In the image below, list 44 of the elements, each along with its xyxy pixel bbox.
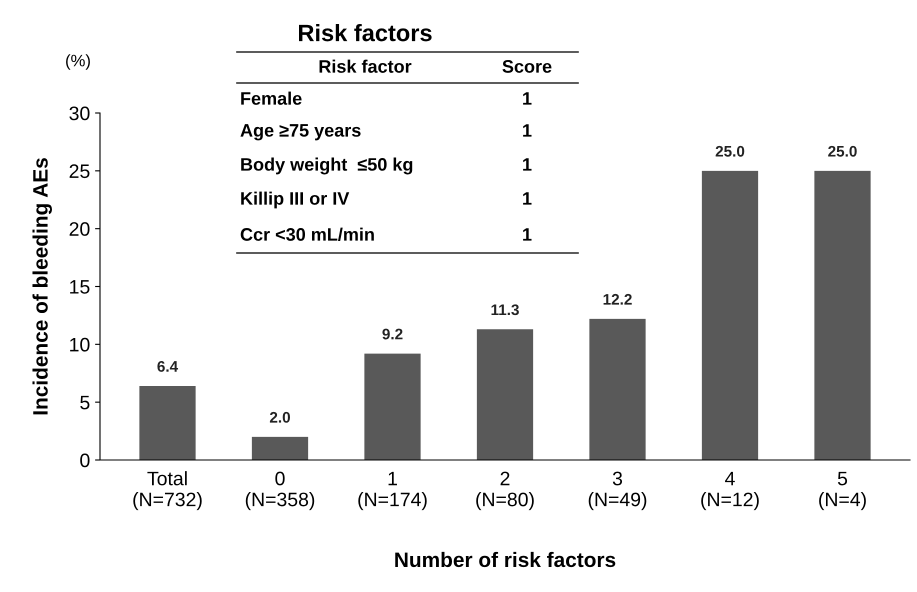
x-tick-label: 3 (N=49) bbox=[588, 472, 646, 510]
annotation: Body weight ≤50 kg bbox=[241, 158, 412, 174]
x-tick-label: 5 (N=4) bbox=[819, 472, 866, 510]
annotation: Age ≥75 years bbox=[240, 124, 361, 140]
bar bbox=[476, 329, 534, 460]
x-tick-label: 0 (N=358) bbox=[246, 472, 314, 510]
annotation: Ccr <30 mL/min bbox=[240, 228, 374, 242]
data-label: 12.2 bbox=[604, 294, 632, 305]
x-tick-label: 4 (N=12) bbox=[701, 472, 759, 510]
y-tick-label: 25 bbox=[70, 164, 90, 178]
annotation: 1 bbox=[523, 158, 532, 171]
annotation: Killip III or IV bbox=[241, 192, 350, 208]
bar bbox=[364, 354, 421, 460]
y-tick-label: 15 bbox=[70, 280, 90, 294]
data-label: 9.2 bbox=[382, 328, 403, 340]
x-tick-label: Total (N=732) bbox=[133, 471, 202, 510]
y-tick-label: 5 bbox=[80, 396, 90, 410]
y-tick-label: 10 bbox=[70, 338, 90, 352]
bar bbox=[814, 170, 871, 460]
annotation: 1 bbox=[523, 228, 532, 241]
text: (%) bbox=[66, 54, 90, 70]
text: Score bbox=[502, 60, 552, 73]
bar bbox=[139, 386, 196, 460]
data-label: 25.0 bbox=[716, 146, 744, 157]
y-tick-label: 0 bbox=[80, 453, 90, 468]
data-label: 11.3 bbox=[492, 304, 519, 316]
bar bbox=[702, 170, 758, 460]
y-axis-title: Incidence of bleeding AEs bbox=[32, 158, 52, 414]
annotation: 1 bbox=[523, 192, 532, 205]
text: Risk factors bbox=[299, 24, 432, 42]
annotation: 1 bbox=[523, 124, 532, 137]
bar bbox=[589, 318, 646, 460]
bar bbox=[252, 436, 308, 460]
x-tick-label: 1 (N=174) bbox=[358, 472, 427, 510]
x-axis-title: Number of risk factors bbox=[395, 552, 616, 568]
y-tick-label: 20 bbox=[70, 222, 90, 236]
data-label: 6.4 bbox=[157, 361, 178, 372]
data-label: 2.0 bbox=[270, 412, 290, 423]
text: Female bbox=[241, 92, 302, 105]
text: 1 bbox=[523, 92, 532, 105]
x-tick-label: 2 (N=80) bbox=[476, 472, 534, 510]
text: Risk factor bbox=[320, 60, 412, 73]
data-label: 25.0 bbox=[828, 146, 857, 157]
y-tick-label: 30 bbox=[69, 106, 90, 120]
